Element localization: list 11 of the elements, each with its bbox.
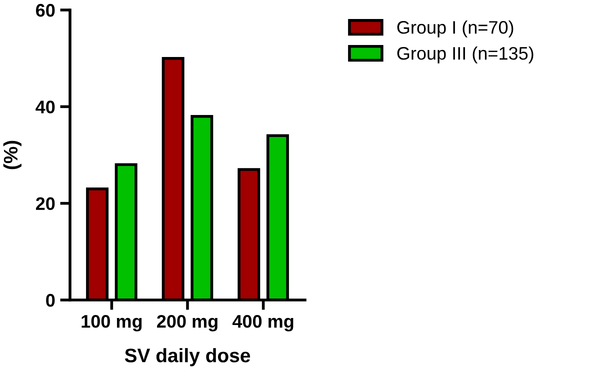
y-tick-label: 0 [46, 294, 55, 307]
legend-label: Group III (n=135) [397, 46, 534, 64]
x-tick-label: 400 mg [232, 314, 294, 332]
y-tick-label: 40 [36, 100, 55, 114]
y-axis-title: (%) [3, 140, 22, 170]
y-tick-label: 20 [36, 197, 55, 210]
y-tick-label: 60 [36, 4, 55, 17]
x-axis-title: SV daily dose [124, 348, 250, 366]
x-tick-label: 100 mg [82, 314, 142, 332]
x-tick-label: 200 mg [157, 314, 218, 332]
legend-label: Group I (n=70) [397, 20, 514, 38]
